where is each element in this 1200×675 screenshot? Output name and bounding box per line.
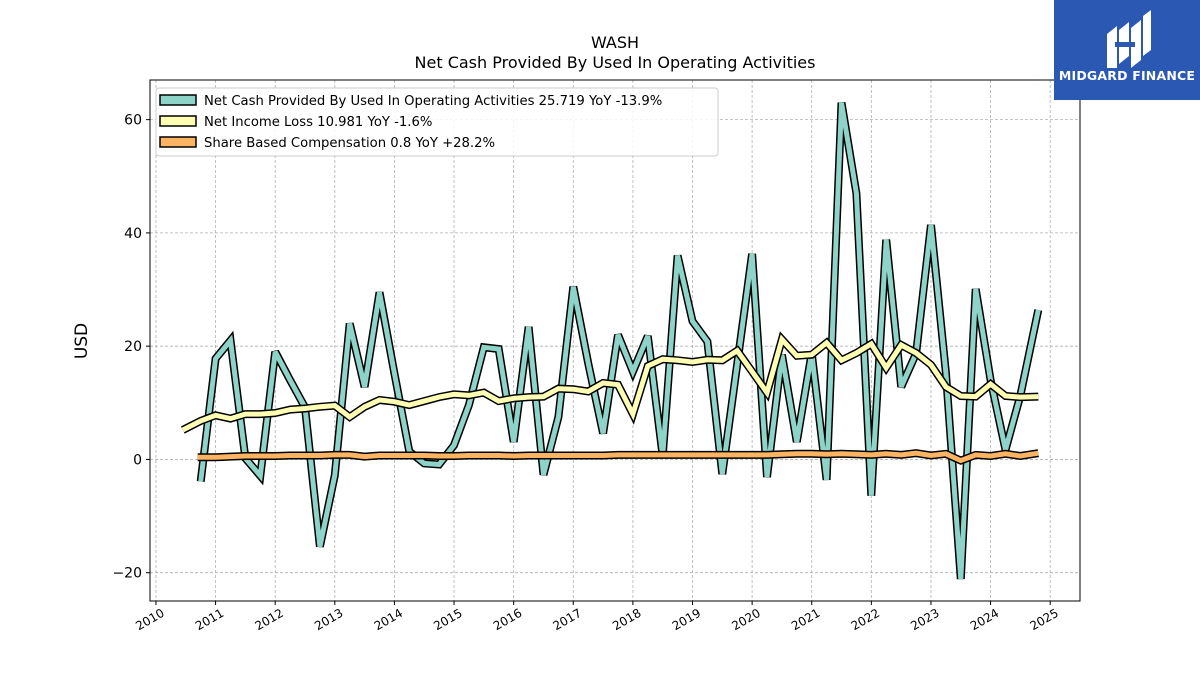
x-tick-label: 2015	[431, 606, 464, 633]
series-line	[198, 102, 1041, 580]
x-tick-label: 2022	[849, 606, 882, 633]
legend-swatch	[159, 136, 197, 148]
x-tick-label: 2014	[372, 606, 405, 633]
x-tick-label: 2020	[729, 606, 762, 633]
x-tick-label: 2013	[312, 606, 345, 633]
legend-entry: Share Based Compensation 0.8 YoY +28.2%	[204, 136, 495, 151]
y-axis-label: USD	[72, 323, 92, 359]
chart-title: WASH	[591, 33, 639, 52]
y-tick-label: 60	[124, 113, 142, 129]
x-tick-label: 2016	[491, 606, 524, 633]
brand-logo: MIDGARD FINANCE	[1054, 0, 1200, 100]
x-tick-label: 2021	[789, 606, 822, 633]
x-tick-label: 2024	[968, 606, 1001, 633]
axes: 2010 2011 2012 2013 2014 2015 2016 2017 2018 2019…	[112, 79, 1081, 633]
x-tick-label: 2023	[908, 606, 941, 633]
x-tick-label: 2025	[1027, 606, 1060, 633]
legend-entry: Net Income Loss 10.981 YoY -1.6%	[204, 115, 432, 130]
y-tick-label: −20	[112, 566, 142, 582]
x-tick-label: 2019	[670, 606, 703, 633]
x-tick-label: 2018	[610, 606, 643, 633]
x-tick-label: 2017	[551, 606, 584, 633]
legend-box	[155, 87, 719, 157]
legend-swatch	[159, 94, 197, 106]
x-tick-label: 2010	[133, 606, 166, 633]
plot-area	[180, 102, 1043, 580]
legend-entry: Net Cash Provided By Used In Operating A…	[204, 94, 662, 109]
legend: Net Cash Provided By Used In Operating A…	[155, 87, 719, 157]
y-tick-label: 0	[133, 452, 142, 468]
x-tick-label: 2012	[252, 606, 285, 633]
grid-lines	[150, 80, 1080, 601]
series-line	[197, 450, 1039, 464]
chart-subtitle: Net Cash Provided By Used In Operating A…	[415, 53, 816, 72]
x-tick-label: 2011	[193, 606, 226, 633]
y-tick-label: 40	[124, 226, 142, 242]
legend-swatch	[159, 115, 197, 127]
series-line	[181, 334, 1039, 433]
plot-frame	[149, 79, 1081, 602]
logo-text: MIDGARD FINANCE	[1058, 68, 1196, 83]
logo-mark-icon	[1107, 10, 1151, 68]
y-tick-label: 20	[124, 339, 142, 355]
